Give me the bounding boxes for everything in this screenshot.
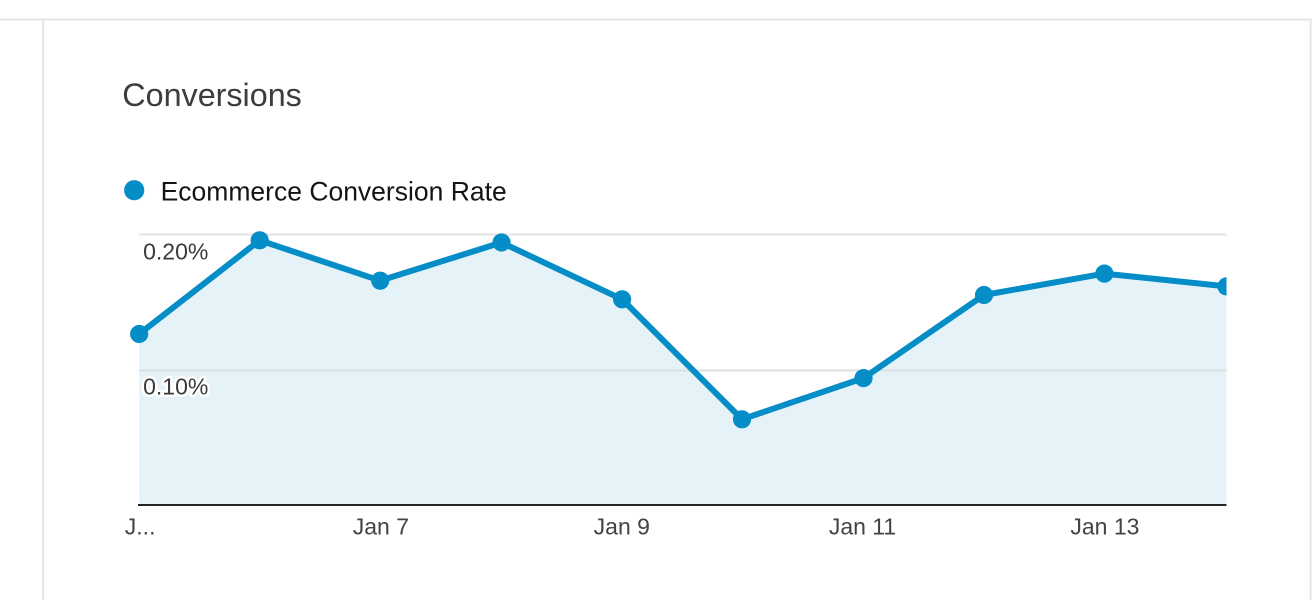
svg-text:Ecommerce Conversion Rate: Ecommerce Conversion Rate — [161, 176, 507, 206]
svg-text:Jan 13: Jan 13 — [1070, 514, 1139, 540]
svg-text:J...: J... — [125, 514, 156, 540]
svg-text:0.10%: 0.10% — [143, 373, 208, 399]
svg-text:Conversions: Conversions — [122, 77, 302, 113]
svg-text:Jan 9: Jan 9 — [594, 514, 650, 540]
svg-text:0.20%: 0.20% — [143, 239, 208, 265]
svg-text:Jan 7: Jan 7 — [353, 514, 409, 540]
svg-text:Jan 11: Jan 11 — [829, 514, 896, 540]
